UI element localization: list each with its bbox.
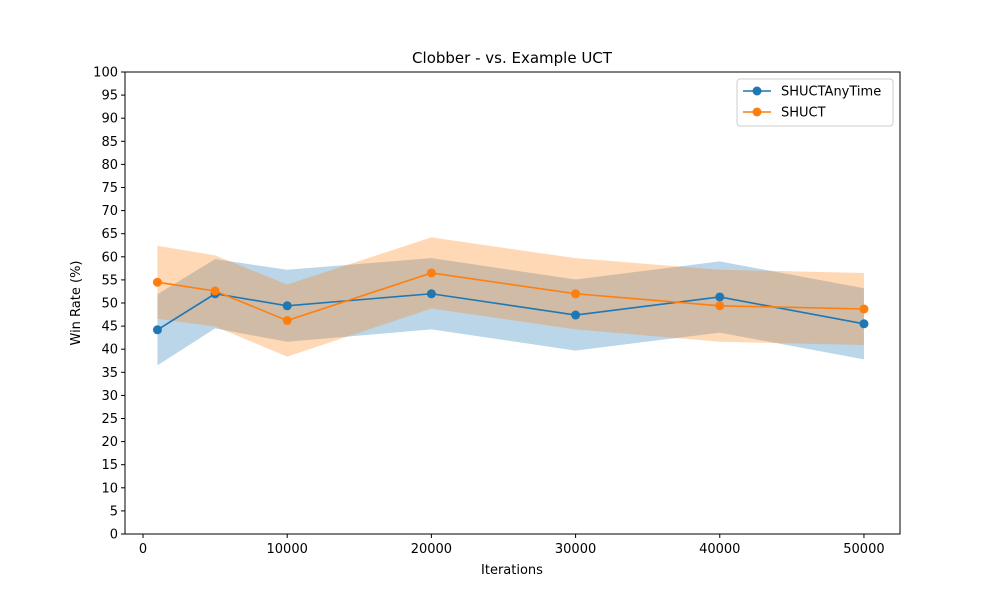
y-tick-label: 30 [101,389,118,404]
legend: SHUCTAnyTime SHUCT [736,78,894,127]
x-tick-label: 20000 [411,542,452,557]
confidence-bands [157,237,864,366]
x-tick-label: 10000 [267,542,308,557]
y-tick-label: 5 [110,504,118,519]
y-tick-label: 90 [101,112,118,127]
x-tick-label: 0 [139,542,147,557]
y-tick-label: 50 [101,297,118,312]
confidence-band-1 [157,237,864,357]
data-point [859,304,869,314]
legend-label: SHUCT [781,106,826,121]
legend-box [736,78,894,127]
data-point [426,268,436,278]
chart-title: Clobber - vs. Example UCT [412,49,613,67]
y-tick-label: 95 [101,89,118,104]
y-tick-label: 85 [101,135,118,150]
y-tick-label: 70 [101,204,118,219]
data-point [210,286,220,296]
data-point [152,325,162,335]
data-point [282,316,292,326]
y-tick-label: 10 [101,481,118,496]
legend-label: SHUCTAnyTime [781,85,881,100]
y-tick-label: 65 [101,227,118,242]
data-point [859,319,869,329]
data-point [571,310,581,320]
y-tick-label: 55 [101,273,118,288]
x-axis-ticks: 0 10000 20000 30000 40000 50000 [139,534,885,557]
y-tick-label: 15 [101,458,118,473]
legend-marker [752,86,762,96]
confidence-band-0 [157,258,864,366]
y-tick-label: 100 [93,66,118,81]
y-axis-ticks: 0 5 10 15 20 25 30 35 40 45 50 55 60 65 70 75 80 85 90 95 10… [93,66,125,543]
x-tick-label: 50000 [843,542,884,557]
y-tick-label: 60 [101,250,118,265]
x-tick-label: 40000 [699,542,740,557]
x-tick-label: 30000 [555,542,596,557]
data-point [282,301,292,311]
y-tick-label: 40 [101,343,118,358]
y-tick-label: 20 [101,435,118,450]
legend-marker [752,107,762,117]
data-point [152,277,162,287]
y-tick-label: 45 [101,320,118,335]
y-tick-label: 75 [101,181,118,196]
data-point [426,289,436,299]
series-points [152,268,869,335]
y-axis-label: Win Rate (%) [69,261,84,346]
y-tick-label: 35 [101,366,118,381]
data-point [715,301,725,311]
data-point [571,289,581,299]
x-axis-label: Iterations [481,563,543,578]
data-point [715,292,725,302]
y-tick-label: 0 [110,528,118,543]
y-tick-label: 25 [101,412,118,427]
y-tick-label: 80 [101,158,118,173]
